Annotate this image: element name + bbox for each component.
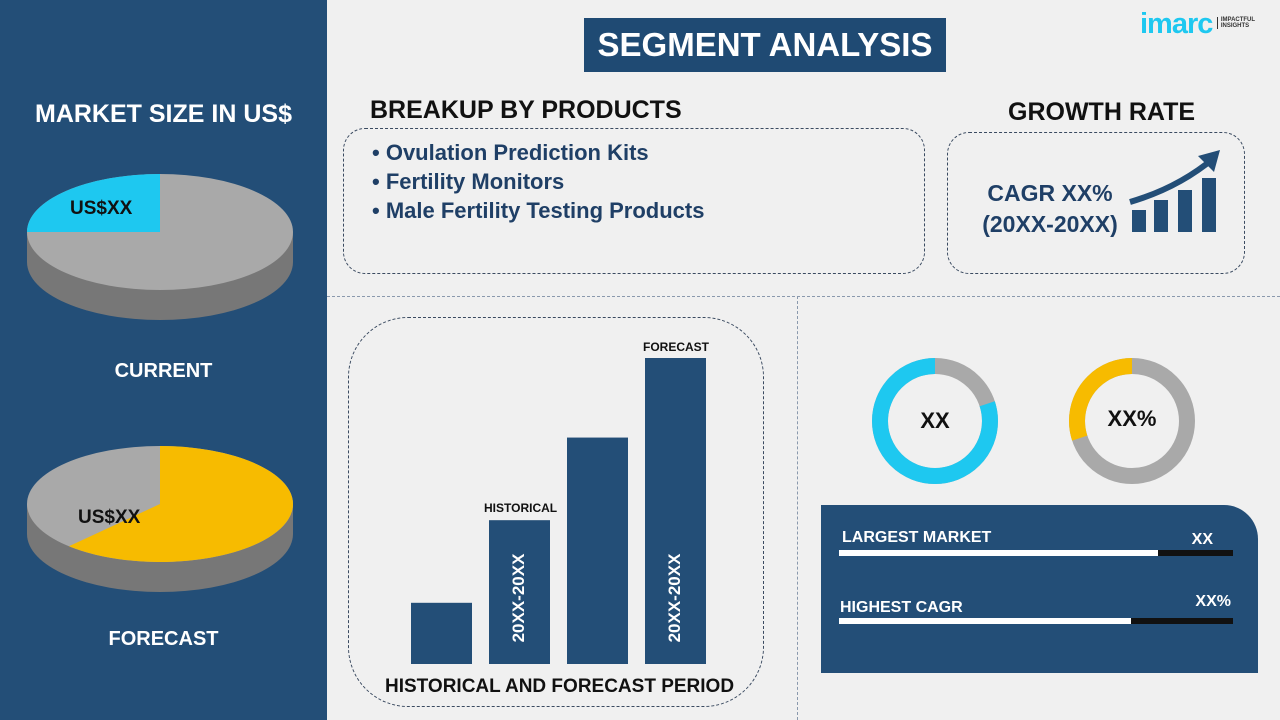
stat-label: LARGEST MARKET	[842, 529, 992, 546]
historical-label: HISTORICAL	[484, 501, 558, 515]
forecast-value: US$XX	[78, 507, 141, 528]
historical-range: 20XX-20XX	[509, 553, 528, 643]
pie-slice-highlight	[68, 446, 294, 562]
period-bar	[489, 520, 550, 664]
products-list: • Ovulation Prediction Kits • Fertility …	[372, 138, 704, 225]
stat-label: HIGHEST CAGR	[840, 599, 963, 616]
donut-chart	[872, 358, 998, 484]
product-item: • Fertility Monitors	[372, 169, 565, 194]
stat-value: XX	[1191, 531, 1213, 548]
donut-value: XX	[920, 408, 950, 433]
forecast-label: FORECAST	[108, 628, 219, 650]
forecast-bar-label: FORECAST	[643, 340, 709, 354]
divider	[327, 296, 1280, 297]
products-box	[343, 128, 925, 274]
growth-title: GROWTH RATE	[1008, 98, 1196, 126]
stats-panel: LARGEST MARKET XX HIGHEST CAGR XX%	[821, 505, 1258, 673]
period-chart-box	[348, 317, 764, 707]
current-pie	[27, 174, 293, 320]
donut-chart	[1069, 358, 1195, 484]
market-size-title: MARKET SIZE IN US$	[35, 100, 292, 128]
current-label: CURRENT	[114, 360, 213, 382]
stat-value: XX%	[1195, 593, 1231, 610]
stat-bar	[839, 618, 1233, 624]
period-bar	[411, 602, 472, 664]
left-panel: MARKET SIZE IN US$ US$XX CURRENT US$XX F…	[0, 0, 327, 720]
product-item: • Ovulation Prediction Kits	[372, 140, 649, 165]
period-chart-title: HISTORICAL AND FORECAST PERIOD	[385, 676, 735, 697]
growth-box	[947, 132, 1245, 274]
period-bar	[645, 358, 706, 664]
imarc-logo: imarc IMPACTFUL INSIGHTS	[1140, 8, 1256, 40]
donut-fill	[1069, 358, 1195, 484]
period-bar-chart	[411, 358, 706, 664]
period-bar	[567, 437, 628, 664]
donut-fill	[872, 358, 998, 484]
donut-value: XX%	[1107, 406, 1157, 431]
stat-bar	[839, 550, 1233, 556]
forecast-range: 20XX-20XX	[665, 553, 684, 643]
pie-slice-highlight	[27, 174, 160, 232]
products-title: BREAKUP BY PRODUCTS	[370, 96, 682, 124]
product-item: • Male Fertility Testing Products	[372, 198, 705, 223]
divider	[797, 296, 798, 720]
forecast-pie	[27, 446, 294, 592]
current-value: US$XX	[70, 198, 133, 219]
page-title: SEGMENT ANALYSIS	[584, 18, 946, 72]
cagr-text: CAGR XX% (20XX-20XX)	[982, 180, 1118, 237]
growth-chart-icon	[1129, 150, 1220, 232]
